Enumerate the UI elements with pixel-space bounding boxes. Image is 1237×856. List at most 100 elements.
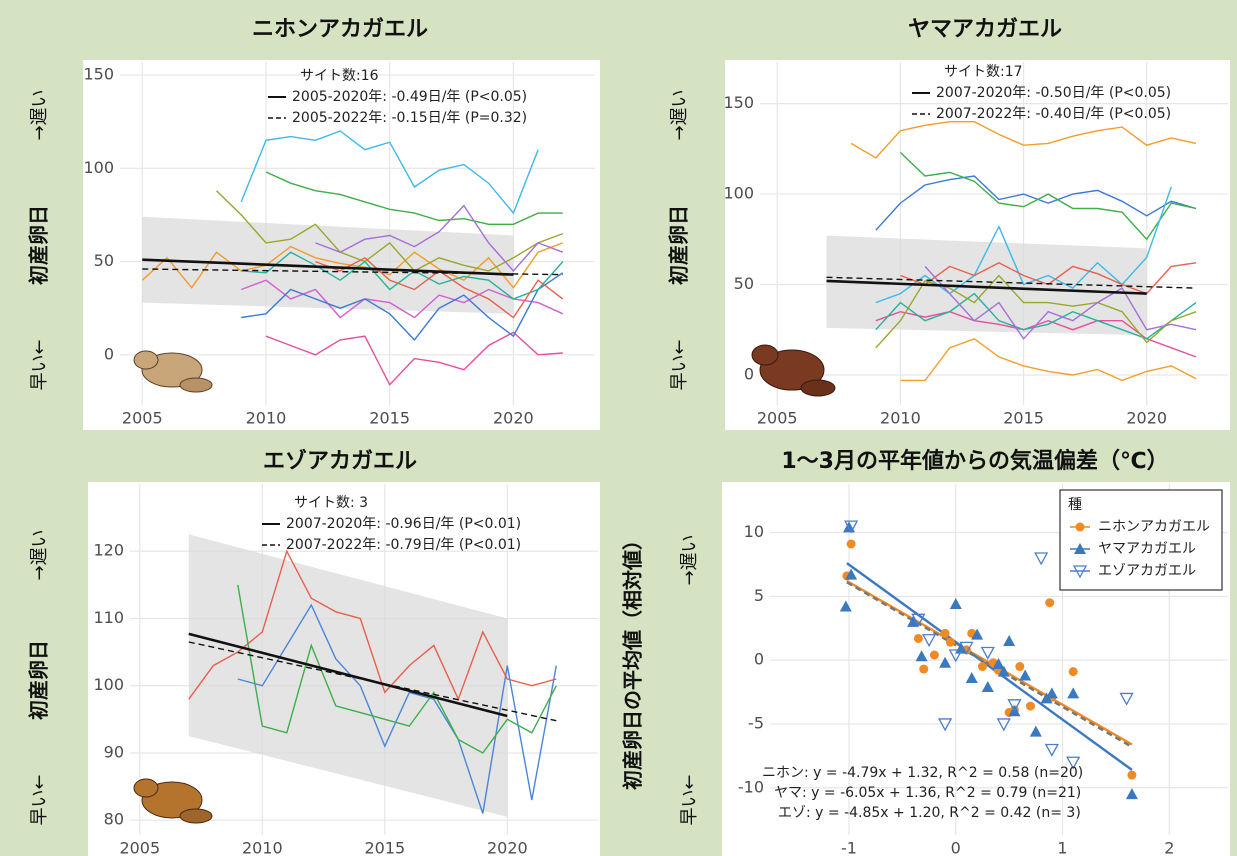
- annotation: 2007-2020年: -0.96日/年 (P<0.01): [286, 516, 521, 532]
- point: [913, 633, 923, 643]
- site-line: [850, 121, 1197, 159]
- point: [955, 642, 968, 654]
- point: [915, 650, 928, 662]
- point: [1067, 687, 1080, 699]
- y-tick-label: 100: [93, 675, 124, 694]
- site-line: [899, 151, 1197, 241]
- x-tick-label: 2010: [880, 409, 921, 428]
- x-tick-label: 2005: [757, 409, 798, 428]
- point: [1003, 634, 1016, 646]
- equation: ヤマ: y = -6.05x + 1.36, R^2 = 0.79 (n=21): [774, 785, 1081, 801]
- point: [980, 646, 995, 660]
- y-axis-label: 早い←: [679, 774, 700, 825]
- y-axis-label: 初産卵日の平均値（相対値）: [621, 530, 645, 790]
- x-tick-label: 2015: [369, 409, 410, 428]
- y-tick-label: 100: [723, 184, 754, 203]
- point: [1068, 667, 1078, 677]
- y-axis-label: 早い←: [29, 339, 50, 390]
- point: [846, 539, 856, 549]
- site-line: [240, 279, 564, 319]
- point: [907, 615, 920, 627]
- point: [948, 649, 963, 663]
- site-line: [875, 175, 1197, 231]
- legend-marker: [1072, 565, 1088, 579]
- trend-line: [188, 641, 557, 722]
- annotation: 2007-2020年: -0.50日/年 (P<0.05): [936, 85, 1171, 101]
- point: [1119, 692, 1134, 706]
- chart-title: エゾアカガエル: [263, 448, 417, 474]
- chart-title: ニホンアカガエル: [252, 17, 428, 42]
- point: [1045, 598, 1055, 608]
- y-tick-label: 150: [83, 65, 114, 84]
- trend-line: [142, 258, 514, 276]
- y-axis-label: 初産卵日: [667, 205, 691, 285]
- y-axis-label: 早い←: [29, 774, 50, 825]
- site-line: [141, 242, 564, 289]
- legend-marker: [1074, 543, 1086, 554]
- annotation: サイト数:16: [300, 68, 379, 84]
- y-tick-label: 120: [93, 541, 124, 560]
- point: [919, 664, 929, 674]
- trend-line: [826, 276, 1197, 289]
- y-tick-label: -10: [738, 777, 764, 796]
- x-tick-label: 2005: [119, 839, 160, 856]
- site-line: [241, 272, 564, 341]
- point: [937, 718, 953, 732]
- y-axis-label: 初産卵日: [27, 640, 51, 720]
- y-axis-label: 早い←: [669, 339, 690, 390]
- x-tick-label: 2: [1164, 839, 1174, 856]
- frog-illustration: [751, 344, 836, 397]
- point: [921, 634, 937, 648]
- annotation: 2007-2022年: -0.79日/年 (P<0.01): [286, 537, 521, 553]
- trend-line: [188, 632, 508, 718]
- y-tick-label: 100: [83, 158, 114, 177]
- x-tick-label: 2010: [242, 839, 283, 856]
- equation: エゾ: y = -4.85x + 1.20, R^2 = 0.42 (n= 3): [778, 805, 1081, 821]
- x-tick-label: -1: [841, 839, 857, 856]
- y-tick-label: -5: [748, 713, 764, 732]
- y-tick-label: 80: [104, 810, 124, 829]
- site-line: [188, 549, 557, 702]
- point: [1029, 725, 1042, 737]
- point: [929, 650, 939, 660]
- site-line: [875, 274, 1197, 349]
- site-line: [900, 338, 1197, 382]
- legend-marker: [1075, 522, 1085, 532]
- site-line: [265, 331, 563, 386]
- fit-line: [846, 562, 1133, 771]
- point: [959, 641, 974, 655]
- point: [1025, 701, 1035, 711]
- annotation: サイト数:17: [944, 64, 1023, 80]
- trend-line: [826, 279, 1147, 295]
- legend-label: エゾアカガエル: [1098, 563, 1196, 579]
- annotation: 2005-2022年: -0.15日/年 (P=0.32): [292, 110, 527, 126]
- point: [1040, 692, 1053, 704]
- annotation: サイト数: 3: [294, 495, 368, 511]
- point: [1015, 662, 1025, 672]
- site-line: [237, 584, 557, 754]
- chart-title: ヤマアカガエル: [908, 17, 1062, 42]
- point: [1034, 552, 1049, 566]
- point: [977, 662, 987, 672]
- legend-box: [1059, 489, 1223, 591]
- equation: ニホン: y = -4.79x + 1.32, R^2 = 0.58 (n=20…: [762, 765, 1083, 781]
- y-tick-label: 10: [744, 522, 764, 541]
- site-line: [315, 204, 564, 272]
- y-tick-label: 110: [93, 608, 124, 627]
- point: [996, 718, 1011, 732]
- x-tick-label: 2020: [493, 409, 534, 428]
- point: [940, 628, 950, 638]
- point: [1066, 756, 1081, 770]
- point: [949, 597, 962, 609]
- x-tick-label: 2020: [487, 839, 528, 856]
- legend-label: ニホンアカガエル: [1098, 519, 1210, 535]
- y-axis-label: →遅い: [679, 534, 700, 585]
- point: [911, 613, 926, 627]
- point: [945, 637, 955, 647]
- site-line: [237, 603, 557, 814]
- chart-title: 1～3月の平年値からの気温偏差（℃）: [781, 448, 1168, 474]
- point: [839, 600, 852, 612]
- point: [997, 665, 1010, 677]
